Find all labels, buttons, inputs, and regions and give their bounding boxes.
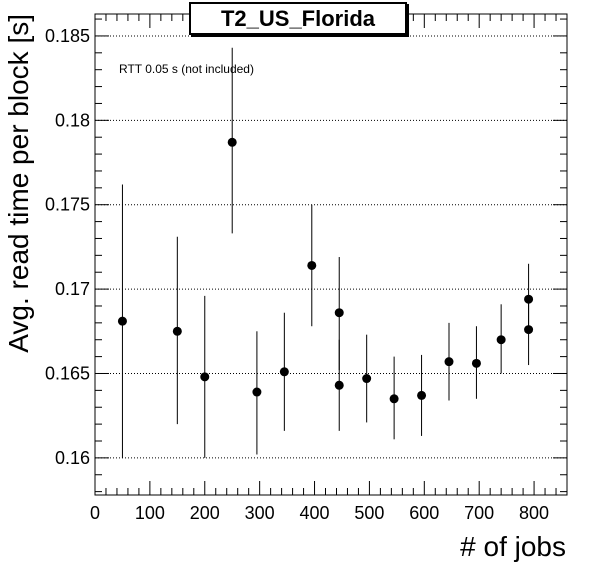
y-tick-label: 0.16 xyxy=(55,448,90,468)
data-point xyxy=(200,372,210,382)
data-point xyxy=(471,358,481,368)
data-point xyxy=(172,326,182,336)
x-tick-label: 200 xyxy=(190,503,220,523)
y-tick-label: 0.165 xyxy=(45,363,90,383)
y-tick-label: 0.185 xyxy=(45,26,90,46)
y-tick-label: 0.175 xyxy=(45,195,90,215)
data-point xyxy=(307,260,317,270)
y-tick-label: 0.17 xyxy=(55,279,90,299)
x-tick-label: 0 xyxy=(90,503,100,523)
x-axis-title: # of jobs xyxy=(460,531,566,562)
data-point xyxy=(362,374,372,384)
data-point xyxy=(279,367,289,377)
x-tick-label: 300 xyxy=(245,503,275,523)
data-point xyxy=(117,316,127,326)
data-point xyxy=(334,380,344,390)
data-point xyxy=(417,390,427,400)
data-point xyxy=(227,137,237,147)
chart-title: T2_US_Florida xyxy=(189,2,407,35)
grid-lines xyxy=(95,35,567,459)
y-tick-label: 0.18 xyxy=(55,110,90,130)
x-tick-label: 100 xyxy=(135,503,165,523)
y-axis: 0.16 0.165 0.17 0.175 0.18 0.185 xyxy=(45,18,567,493)
plot-frame xyxy=(94,13,568,496)
data-point xyxy=(389,394,399,404)
x-tick-label: 700 xyxy=(464,503,494,523)
x-axis: 0 100 200 300 400 500 600 700 800 xyxy=(90,14,557,523)
data-point xyxy=(444,357,454,367)
x-tick-label: 400 xyxy=(300,503,330,523)
data-point xyxy=(496,335,506,345)
data-point xyxy=(252,387,262,397)
data-points xyxy=(117,47,534,458)
x-tick-label: 600 xyxy=(409,503,439,523)
y-axis-title: Avg. read time per block [s] xyxy=(3,14,34,353)
data-point xyxy=(334,308,344,318)
data-point xyxy=(524,325,534,335)
x-tick-label: 500 xyxy=(354,503,384,523)
x-tick-label: 800 xyxy=(519,503,549,523)
annotation: RTT 0.05 s (not included) xyxy=(119,62,254,76)
